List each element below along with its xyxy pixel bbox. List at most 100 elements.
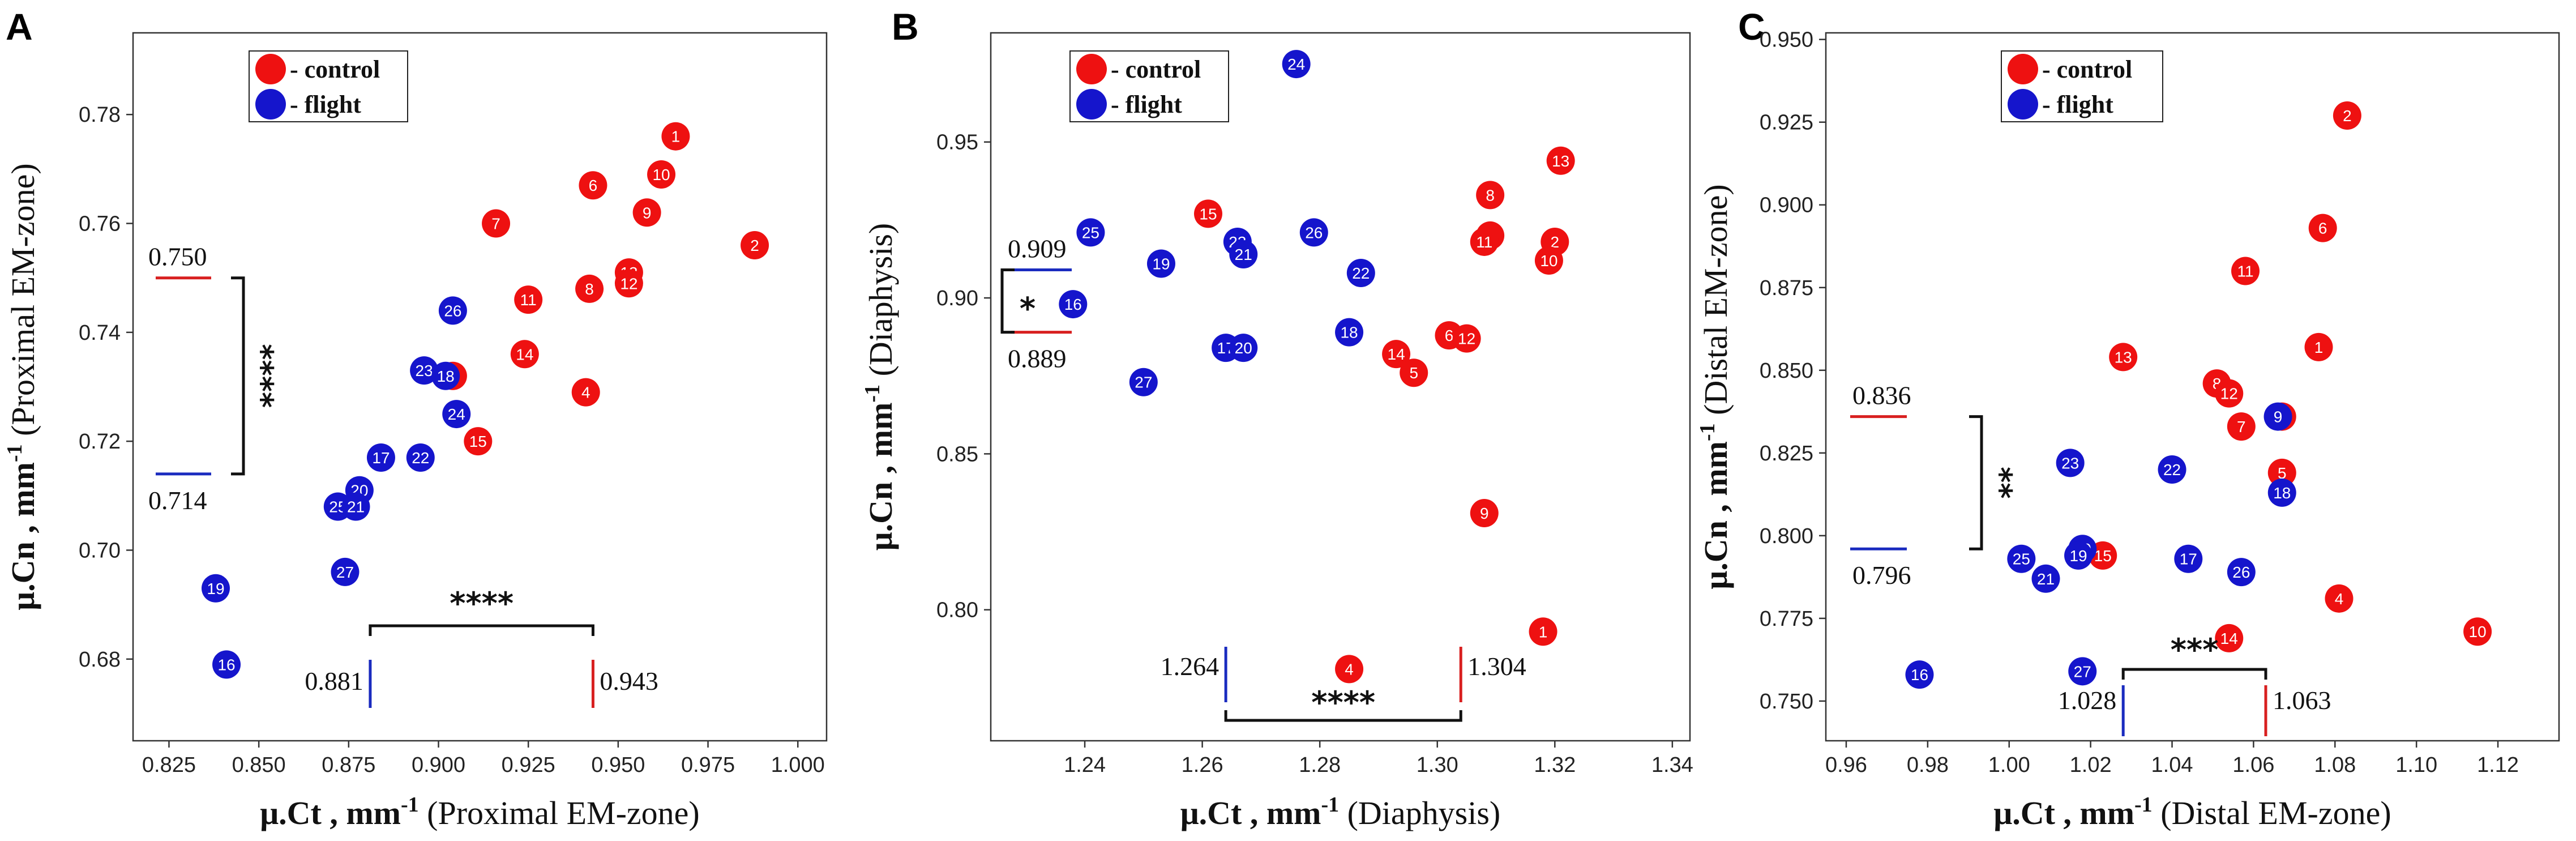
data-point-label: 26 [1305, 224, 1323, 241]
data-point-label: 18 [437, 368, 455, 385]
data-point-control [464, 427, 493, 456]
data-point-label: 11 [520, 291, 537, 309]
y-tick-label: 0.70 [79, 539, 121, 562]
data-point-control [571, 378, 600, 407]
data-point-control [614, 269, 643, 298]
x-tick-label: 1.06 [2232, 753, 2274, 777]
data-point-control [2308, 214, 2337, 242]
data-point-flight [438, 296, 467, 325]
x-tick-label: 1.04 [2151, 753, 2193, 777]
x-tick-label: 1.34 [1651, 753, 1693, 777]
significance-bracket [1000, 268, 1015, 334]
data-point-control [2215, 624, 2244, 652]
y-mean-comparison: 0.750 0.714 **** [148, 242, 280, 515]
x-mean-comparison: 1.028 1.063 *** [2058, 632, 2331, 736]
series-control: 13158311210612145914 [1193, 146, 1575, 684]
data-point-control [2231, 257, 2260, 285]
data-point-label: 9 [1480, 505, 1489, 522]
data-point-control [1546, 146, 1575, 175]
data-point-label: 4 [2335, 590, 2344, 608]
data-point-label: 10 [652, 166, 670, 183]
data-point-control [2215, 379, 2244, 408]
y-mean-comparison: 0.889 0.909 * [1000, 234, 1072, 373]
y-tick-label: 0.72 [79, 430, 121, 454]
data-point-label: 12 [2220, 385, 2238, 403]
panel-b: B 1.24 1.26 1.28 1.30 1.32 1.34 0.80 0.85 0.90 0.9… [861, 6, 1693, 831]
data-point-control [1476, 181, 1505, 210]
control-mean-label: 1.063 [2273, 686, 2331, 715]
x-tick-label: 0.98 [1907, 753, 1949, 777]
y-axis-title: μ.Cn , mm-1 (Distal EM-zone) [1696, 184, 1734, 589]
data-point-control [1470, 499, 1499, 528]
data-point-label: 24 [1287, 56, 1305, 73]
legend-label-flight: - flight [2042, 91, 2113, 118]
data-point-label: 18 [2273, 484, 2291, 502]
data-point-label: 20 [1235, 339, 1252, 357]
data-point-flight [341, 492, 370, 521]
significance-bracket [231, 276, 245, 476]
data-point-label: 6 [589, 177, 598, 194]
control-mean-label: 0.889 [1008, 344, 1067, 373]
x-tick-label: 1.08 [2314, 753, 2356, 777]
flight-mean-label: 1.264 [1161, 652, 1219, 681]
significance-stars: **** [244, 344, 280, 408]
data-point-flight [1282, 50, 1311, 79]
data-point-control [2304, 332, 2333, 361]
significance-stars: *** [2171, 632, 2219, 668]
data-point-flight [442, 400, 471, 429]
data-point-label: 16 [1064, 296, 1082, 313]
x-mean-comparison: 0.881 0.943 **** [305, 586, 658, 708]
data-point-flight [1229, 240, 1258, 268]
data-point-label: 27 [2074, 663, 2091, 680]
y-tick-label: 0.775 [1760, 607, 1813, 631]
data-point-label: 10 [2469, 623, 2487, 641]
data-point-control [647, 160, 676, 189]
data-point-flight [2267, 478, 2296, 507]
data-point-flight [2158, 455, 2186, 484]
data-point-label: 25 [1082, 224, 1099, 241]
data-point-label: 23 [2061, 454, 2079, 472]
data-point-control [514, 285, 543, 314]
data-point-label: 21 [1235, 246, 1252, 263]
data-point-flight [366, 443, 395, 472]
data-point-control [2267, 458, 2296, 487]
data-point-label: 13 [2115, 348, 2132, 366]
data-point-label: 7 [2237, 418, 2246, 436]
y-mean-comparison: 0.836 0.796 ** [1850, 381, 2018, 590]
data-point-control [1335, 655, 1364, 684]
data-point-flight [212, 650, 241, 679]
significance-stars: * [1020, 291, 1035, 327]
data-point-flight [2227, 558, 2256, 587]
data-point-label: 10 [1540, 252, 1557, 270]
data-point-label: 5 [2278, 464, 2287, 482]
legend-label-flight: - flight [1111, 91, 1182, 118]
data-point-label: 11 [1476, 233, 1492, 251]
data-point-label: 16 [1911, 666, 1928, 684]
y-tick-label: 0.850 [1760, 359, 1813, 383]
data-point-flight [1076, 218, 1105, 247]
x-tick-label: 1.28 [1299, 753, 1341, 777]
control-mean-label: 0.836 [1852, 381, 1911, 410]
legend-label-control: - control [1111, 56, 1201, 83]
y-tick-label: 0.875 [1760, 276, 1813, 300]
data-point-control [2463, 617, 2492, 646]
x-axis-title: μ.Ct , mm-1 (Proximal EM-zone) [260, 793, 699, 831]
data-point-label: 6 [2318, 220, 2327, 237]
data-point-label: 16 [217, 656, 235, 673]
data-point-label: 26 [2232, 563, 2250, 581]
panel-letter: B [892, 6, 919, 48]
panel-letter: C [1738, 6, 1765, 48]
data-point-label: 2 [1551, 233, 1560, 251]
data-point-label: 21 [347, 498, 365, 516]
x-tick-label: 0.96 [1825, 753, 1867, 777]
data-point-flight [331, 557, 360, 586]
flight-mean-label: 0.881 [305, 667, 363, 695]
legend-marker-control [1076, 54, 1107, 84]
x-tick-label: 1.24 [1064, 753, 1106, 777]
data-point-flight [1299, 218, 1328, 247]
data-point-label: 18 [1340, 324, 1358, 341]
legend-label-control: - control [290, 56, 380, 83]
significance-bracket [2121, 668, 2267, 680]
data-point-label: 11 [2237, 263, 2253, 280]
data-point-label: 12 [620, 275, 637, 292]
